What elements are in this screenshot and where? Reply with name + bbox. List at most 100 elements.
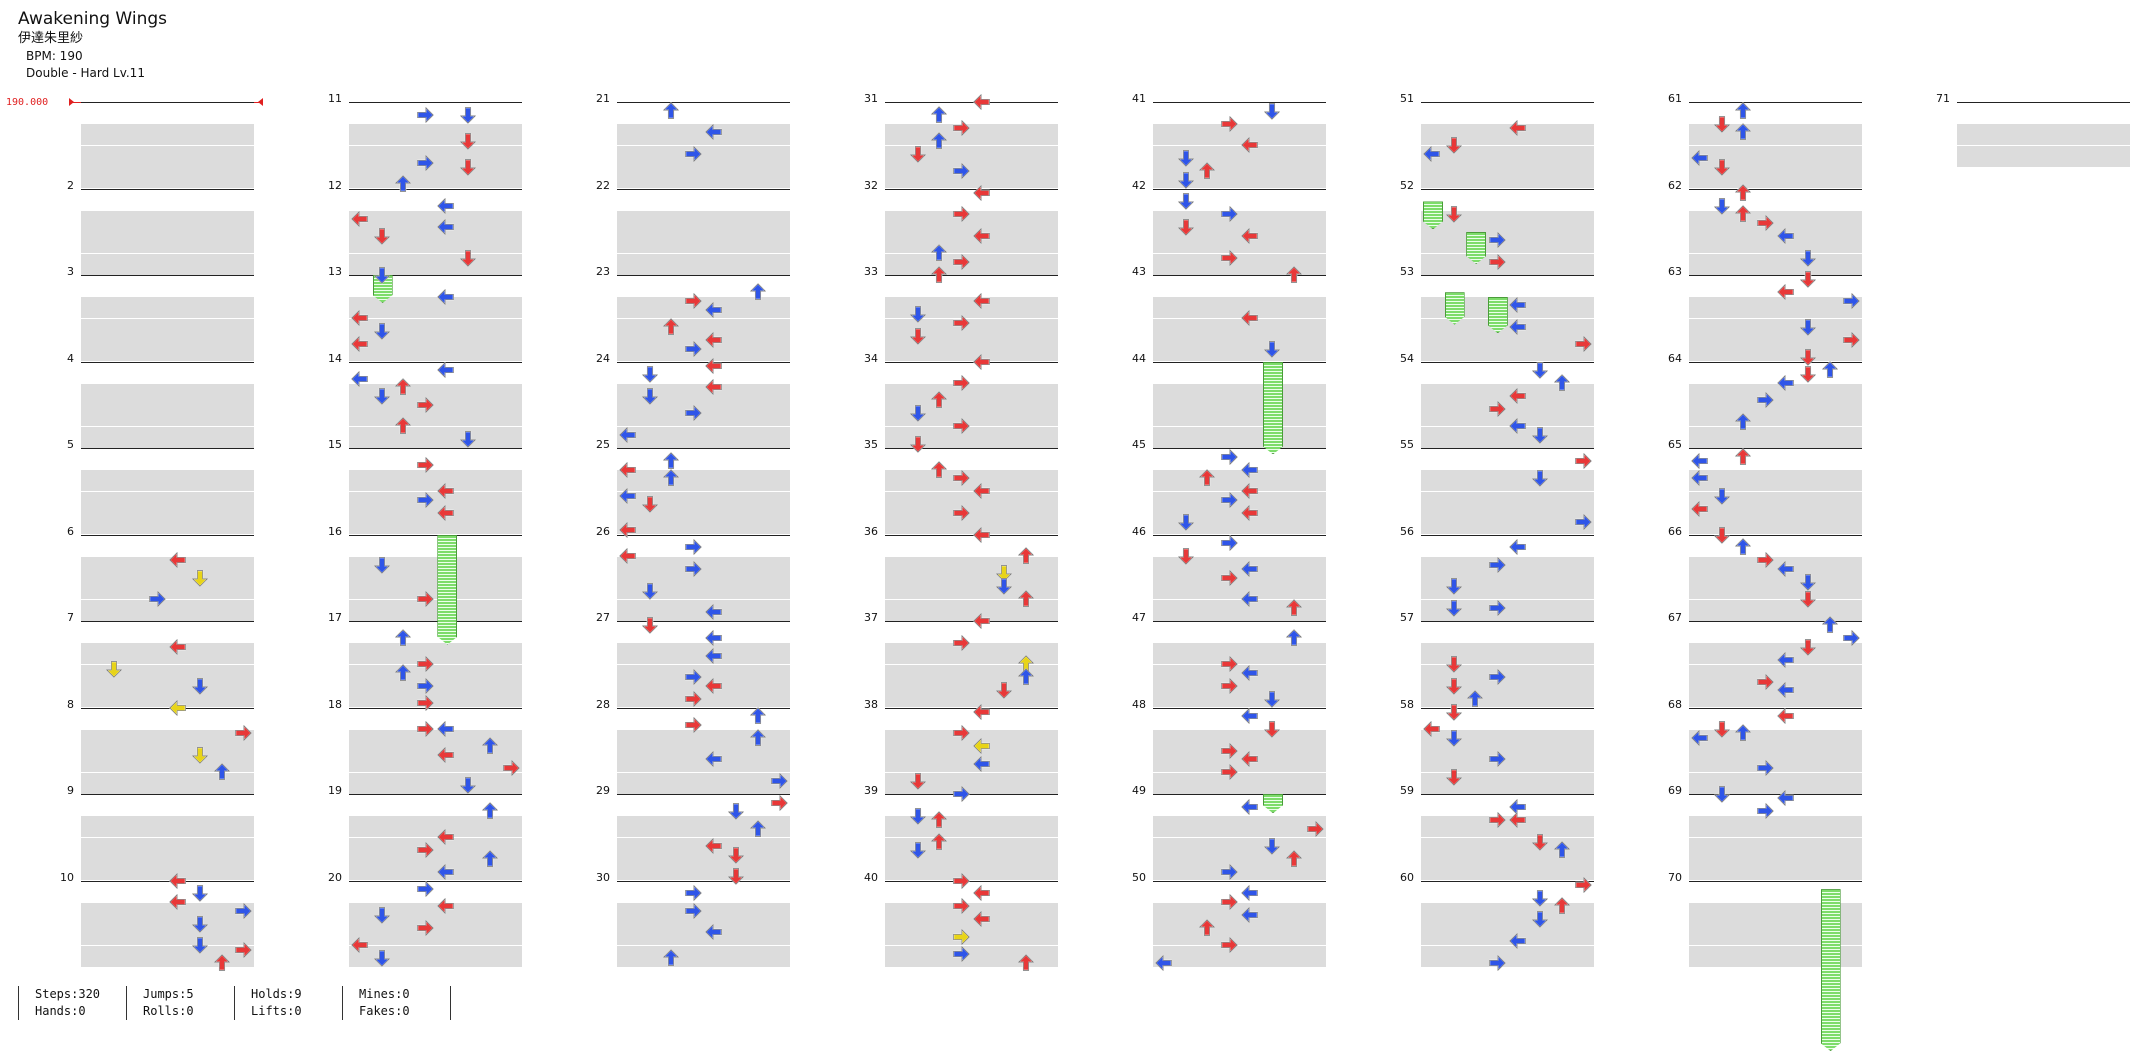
- beat-band: [885, 578, 1058, 600]
- measure-number: 59: [1400, 784, 1414, 797]
- arrow-down-icon: [1443, 203, 1465, 225]
- beat-band: [885, 686, 1058, 708]
- arrow-left-icon: [1239, 748, 1261, 770]
- arrow-left-icon: [703, 601, 725, 623]
- arrow-left-icon: [435, 216, 457, 238]
- beat-band: [1153, 643, 1326, 664]
- measure-number: 10: [60, 870, 74, 884]
- arrow-left-icon: [971, 701, 993, 723]
- measure-number: 44: [1132, 351, 1146, 365]
- beat-band: [81, 578, 254, 600]
- beat-band: [1421, 945, 1594, 967]
- measure-line: [885, 534, 1058, 536]
- arrow-right-icon: [950, 895, 972, 917]
- measure-number: 16: [328, 524, 342, 538]
- beat-band: [1153, 772, 1326, 794]
- arrow-right-icon: [682, 900, 704, 922]
- measure-line: [1689, 361, 1862, 363]
- arrow-down-icon: [725, 800, 747, 822]
- arrow-left-icon: [167, 891, 189, 913]
- measure-line: [1689, 707, 1862, 709]
- arrow-down-icon: [189, 882, 211, 904]
- beat-band: [81, 167, 254, 189]
- beat-band: [349, 232, 522, 254]
- arrow-down-icon: [189, 744, 211, 766]
- arrow-down-icon: [1711, 524, 1733, 546]
- measure-number: 4: [67, 351, 74, 365]
- measure-line: [1421, 188, 1594, 190]
- measure-line: [1153, 621, 1326, 622]
- arrow-up-icon: [1732, 203, 1754, 225]
- arrow-right-icon: [950, 502, 972, 524]
- stat-value: Holds:9: [251, 987, 302, 1001]
- arrow-down-icon: [725, 865, 747, 887]
- measure-number: 22: [596, 178, 610, 192]
- beat-band: [617, 383, 790, 405]
- beat-band: [885, 643, 1058, 664]
- arrow-left-icon: [1421, 718, 1443, 740]
- arrow-right-icon: [1218, 861, 1240, 883]
- arrow-left-icon: [1239, 307, 1261, 329]
- arrow-right-icon: [414, 718, 436, 740]
- beat-band: [1689, 556, 1862, 578]
- measure-number: 39: [864, 784, 878, 797]
- measure-number: 55: [1400, 438, 1414, 451]
- beat-band: [349, 470, 522, 491]
- arrow-up-icon: [1732, 446, 1754, 468]
- arrow-left-icon: [1239, 796, 1261, 818]
- arrow-right-icon: [1218, 113, 1240, 135]
- arrow-right-icon: [1840, 329, 1862, 351]
- measure-line: [81, 275, 254, 276]
- arrow-right-icon: [414, 675, 436, 697]
- beat-band: [1689, 491, 1862, 513]
- beat-band: [885, 729, 1058, 751]
- arrow-left-icon: [1239, 588, 1261, 610]
- measure-line: [81, 102, 254, 103]
- measure-line: [1957, 102, 2130, 103]
- measure-number: 5: [67, 438, 74, 451]
- arrow-left-icon: [435, 286, 457, 308]
- beat-band: [1153, 513, 1326, 535]
- measure-line: [81, 880, 254, 882]
- arrow-down-icon: [1443, 701, 1465, 723]
- arrow-up-icon: [1732, 722, 1754, 744]
- arrow-left-icon: [971, 882, 993, 904]
- arrow-up-icon: [1015, 952, 1037, 974]
- beat-band: [617, 426, 790, 448]
- beat-band: [81, 383, 254, 405]
- stat-group: Holds:9 Lifts:0: [234, 986, 302, 1020]
- song-title: Awakening Wings: [18, 9, 168, 29]
- beat-band: [1421, 599, 1594, 621]
- beat-band: [1153, 664, 1326, 686]
- beat-band: [349, 210, 522, 232]
- arrow-right-icon: [950, 722, 972, 744]
- arrow-up-icon: [1732, 182, 1754, 204]
- beat-band: [349, 599, 522, 621]
- beat-band: [1421, 664, 1594, 686]
- arrow-left-icon: [1775, 281, 1797, 303]
- measure-line: [349, 534, 522, 536]
- measure-line: [885, 188, 1058, 190]
- beat-band: [885, 491, 1058, 513]
- measure-number: 67: [1668, 611, 1682, 624]
- beat-band: [349, 772, 522, 794]
- arrow-left-icon: [1239, 502, 1261, 524]
- beat-band: [349, 167, 522, 189]
- arrow-left-icon: [1689, 450, 1711, 472]
- arrow-left-icon: [167, 870, 189, 892]
- beat-band: [617, 599, 790, 621]
- arrow-down-icon: [1711, 485, 1733, 507]
- measure-number: 14: [328, 351, 342, 365]
- beat-band: [1421, 318, 1594, 340]
- difficulty-label: Double - Hard Lv.11: [26, 66, 145, 80]
- beat-band: [617, 124, 790, 145]
- arrow-left-icon: [617, 545, 639, 567]
- beat-band: [1153, 599, 1326, 621]
- measure-number: 12: [328, 178, 342, 192]
- measure-number: 21: [596, 92, 610, 105]
- measure-number: 57: [1400, 611, 1414, 624]
- beat-band: [1153, 210, 1326, 232]
- arrow-up-icon: [1015, 588, 1037, 610]
- arrow-right-icon: [682, 688, 704, 710]
- measure-line: [1421, 794, 1594, 795]
